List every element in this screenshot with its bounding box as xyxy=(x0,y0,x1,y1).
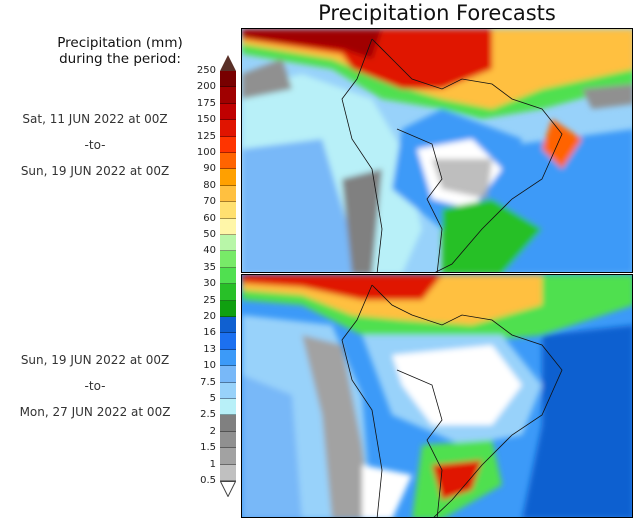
colorbar-tick-label: 50 xyxy=(203,229,216,240)
colorbar-tick-label: 5 xyxy=(209,393,216,404)
legend-heading-line2: during the period: xyxy=(59,51,181,67)
colorbar-segment xyxy=(220,284,236,301)
colorbar-segment xyxy=(220,136,236,153)
colorbar-tick-label: 20 xyxy=(203,311,216,322)
colorbar-segment xyxy=(220,87,236,104)
period-2-sep: -to- xyxy=(84,379,106,393)
precip-map-1 xyxy=(242,29,632,272)
period-2-end: Mon, 27 JUN 2022 at 00Z xyxy=(19,405,171,419)
colorbar-tick-label: 150 xyxy=(196,114,216,126)
colorbar-segment xyxy=(220,251,236,268)
colorbar-segment xyxy=(220,317,236,334)
colorbar-tick-label: 16 xyxy=(203,327,216,339)
colorbar-tick-label: 35 xyxy=(203,261,216,273)
colorbar-segment xyxy=(220,267,236,285)
colorbar-tick-label: 0.5 xyxy=(200,475,216,486)
map-period-1 xyxy=(241,28,633,273)
colorbar-tick-label: 125 xyxy=(196,130,216,142)
colorbar-tick-label: 70 xyxy=(203,196,216,208)
period-2-start: Sun, 19 JUN 2022 at 00Z xyxy=(20,353,170,367)
map-period-2 xyxy=(241,274,633,518)
chart-title: Precipitation Forecasts xyxy=(318,1,556,25)
period-2-label: Sun, 19 JUN 2022 at 00Z -to- Mon, 27 JUN… xyxy=(0,347,190,425)
colorbar-tick-label: 25 xyxy=(203,294,216,306)
colorbar-segment xyxy=(220,185,236,203)
colorbar-under-triangle xyxy=(220,481,236,497)
colorbar-segment xyxy=(220,382,236,399)
colorbar-segment xyxy=(220,153,236,170)
period-1-sep: -to- xyxy=(84,138,106,152)
colorbar-segment xyxy=(220,349,236,367)
colorbar-tick-label: 13 xyxy=(203,343,216,355)
colorbar-tick-label: 40 xyxy=(203,245,216,257)
colorbar-segment xyxy=(220,71,236,88)
colorbar-tick-label: 100 xyxy=(196,147,216,158)
colorbar-tick-label: 7.5 xyxy=(200,376,216,388)
colorbar-segment xyxy=(220,300,236,317)
colorbar-segment xyxy=(220,448,236,465)
colorbar-segment xyxy=(220,415,236,432)
period-1-end: Sun, 19 JUN 2022 at 00Z xyxy=(20,164,170,178)
colorbar-tick-label: 2.5 xyxy=(200,409,216,421)
colorbar-segment xyxy=(220,103,236,121)
colorbar-tick-label: 1.5 xyxy=(200,442,216,454)
colorbar-tick-label: 200 xyxy=(196,81,216,93)
colorbar-segment xyxy=(220,399,236,416)
colorbar-segment xyxy=(220,202,236,219)
colorbar-segment xyxy=(220,464,236,481)
period-1-start: Sat, 11 JUN 2022 at 00Z xyxy=(22,112,168,126)
colorbar-tick-label: 90 xyxy=(203,163,216,175)
colorbar-tick-label: 30 xyxy=(203,278,216,290)
colorbar-segment xyxy=(220,120,236,137)
colorbar-tick-label: 2 xyxy=(209,425,216,437)
period-1-label: Sat, 11 JUN 2022 at 00Z -to- Sun, 19 JUN… xyxy=(0,106,190,184)
colorbar-tick-label: 60 xyxy=(203,212,216,224)
colorbar-over-triangle xyxy=(220,55,236,71)
legend-heading: Precipitation (mm) during the period: xyxy=(30,35,210,67)
colorbar-tick-label: 1 xyxy=(209,458,216,470)
colorbar-tick-label: 80 xyxy=(203,179,216,191)
legend-heading-line1: Precipitation (mm) xyxy=(57,35,183,51)
colorbar-segment xyxy=(220,366,236,383)
colorbar-tick-label: 10 xyxy=(203,360,216,372)
colorbar-tick-label: 250 xyxy=(196,65,216,76)
colorbar-segment xyxy=(220,431,236,449)
colorbar-segment xyxy=(220,169,236,186)
precip-map-2 xyxy=(242,275,632,517)
colorbar-tick-label: 175 xyxy=(196,97,216,109)
colorbar-segment xyxy=(220,218,236,235)
colorbar-segment xyxy=(220,235,236,252)
colorbar-segment xyxy=(220,333,236,350)
